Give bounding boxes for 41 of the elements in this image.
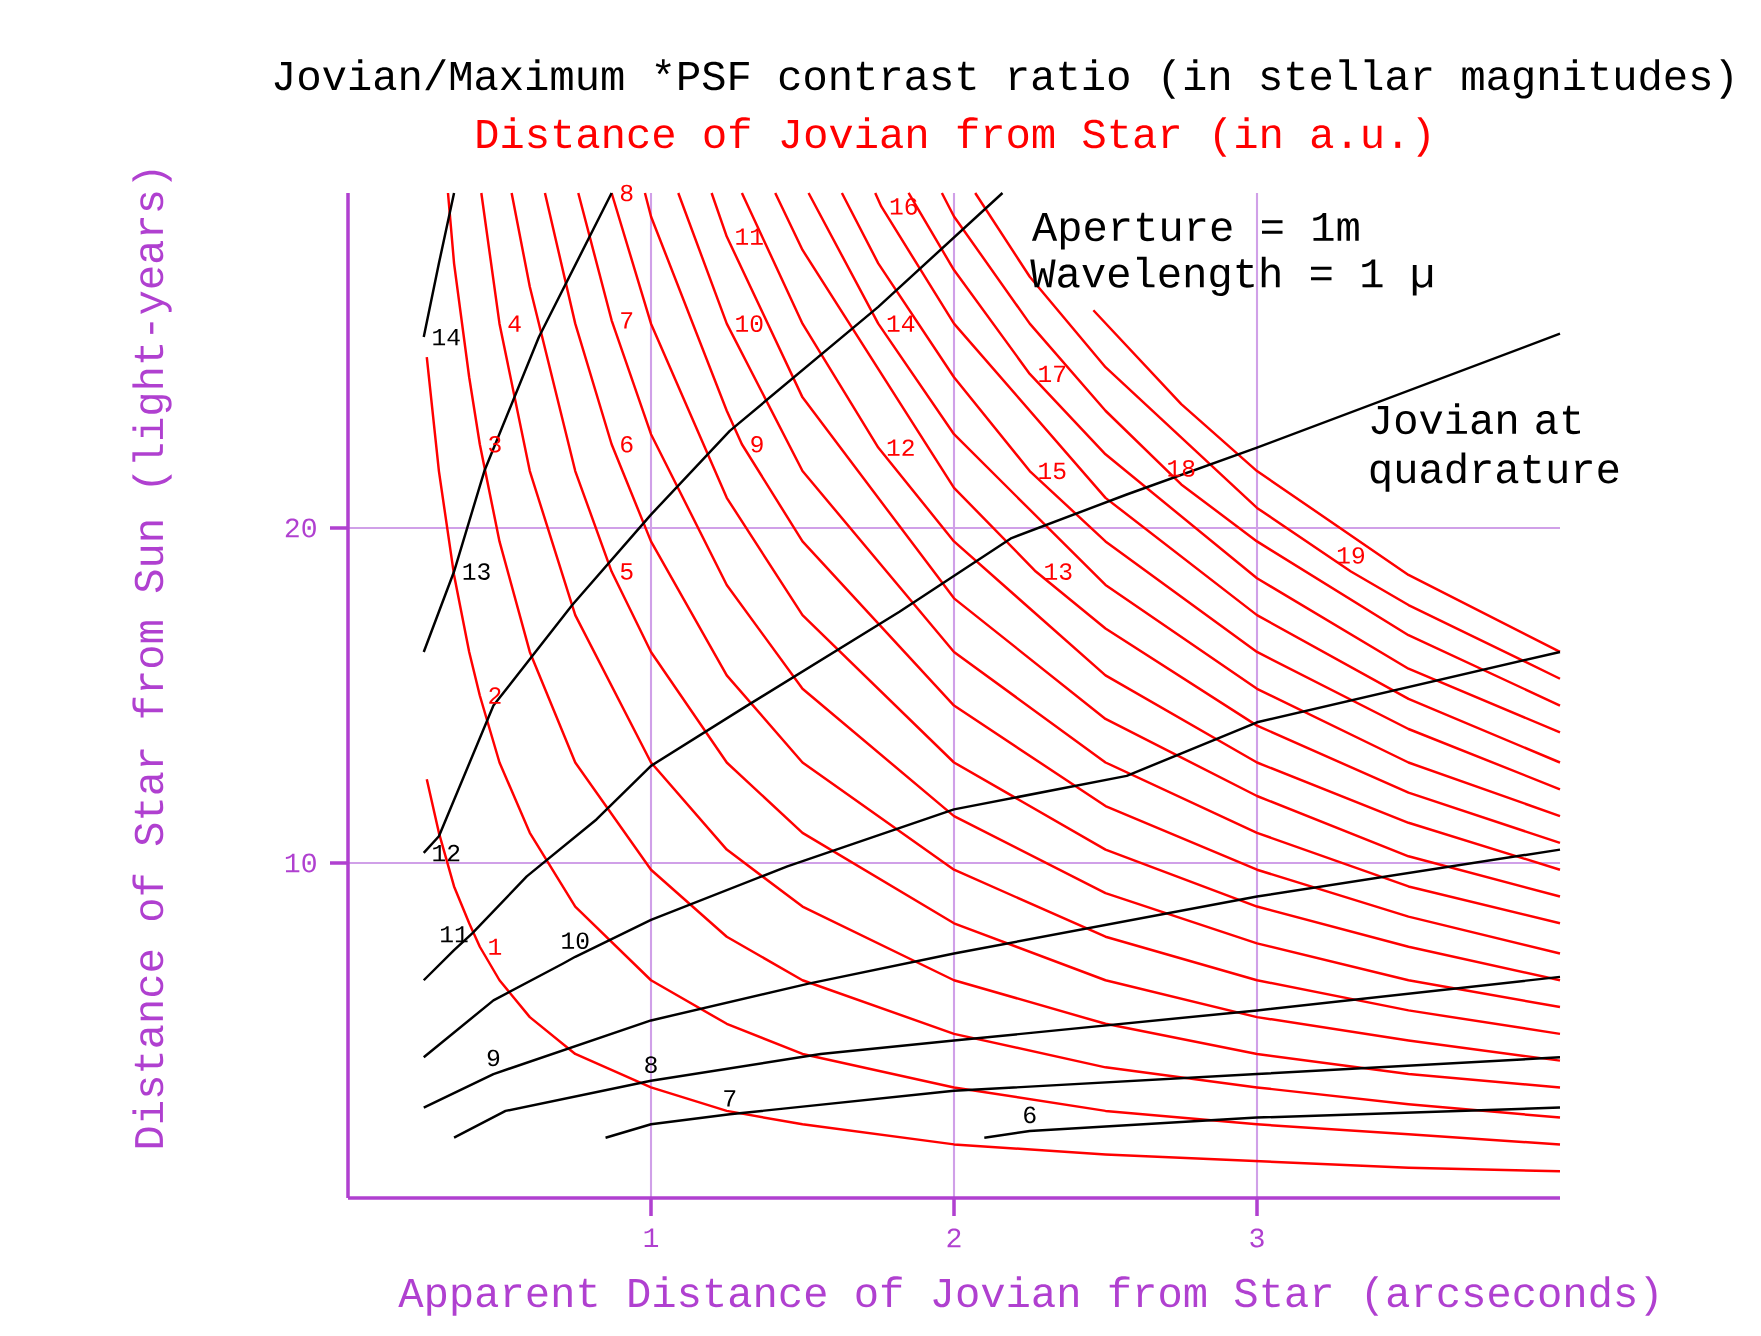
annotation: 9: [487, 1049, 500, 1067]
y-axis-title: Distance of Star from Sun (light-years): [132, 170, 172, 1148]
annotation: 10: [736, 315, 763, 332]
annotation: 17: [1039, 365, 1066, 382]
annotation: 7: [724, 1090, 736, 1107]
annotation: 10: [562, 932, 589, 950]
annotation: 11: [736, 228, 763, 245]
annotation: 1: [489, 938, 502, 955]
chart-subtitle: Distance of Jovian from Star (in a.u.): [477, 117, 1429, 157]
annotation: 8: [620, 184, 633, 202]
annotation: 9: [751, 435, 763, 453]
annotation: 7: [621, 312, 633, 329]
annotation: 19: [1337, 547, 1364, 564]
annotation: 13: [1045, 563, 1072, 580]
annotation: 15: [1039, 462, 1066, 480]
line-series: [422, 191, 613, 654]
annotation: Jovian at quadrature: [1370, 403, 1619, 492]
annotation: 18: [1168, 460, 1195, 477]
annotation: Wavelength = 1 µ: [1030, 256, 1433, 297]
annotation: 13: [463, 563, 490, 580]
line-series: [604, 1056, 1562, 1139]
line-series: [452, 975, 1562, 1139]
x-tick-label: 3: [1250, 1228, 1264, 1248]
annotation: 12: [887, 439, 914, 456]
x-tick-label: 1: [644, 1228, 659, 1247]
annotation: 11: [441, 926, 468, 943]
annotation: 14: [433, 328, 460, 346]
annotation: 16: [890, 198, 917, 215]
annotation: 6: [621, 435, 633, 453]
line-series: [983, 1106, 1562, 1139]
annotation: 8: [645, 1056, 657, 1073]
y-tick-label: 20: [285, 518, 316, 538]
annotation: 2: [489, 687, 501, 704]
annotation: 14: [887, 315, 915, 332]
annotation: 5: [620, 563, 633, 580]
x-axis-title: Apparent Distance of Jovian from Star (arcseconds): [398, 1276, 1657, 1316]
x-tick-label: 2: [947, 1228, 961, 1248]
annotation: 6: [1024, 1106, 1036, 1124]
annotation: Aperture = 1m: [1031, 212, 1359, 250]
chart-title: Jovian/Maximum *PSF contrast ratio (in stellar magnitudes): [274, 59, 1732, 99]
annotation: 4: [508, 315, 521, 332]
